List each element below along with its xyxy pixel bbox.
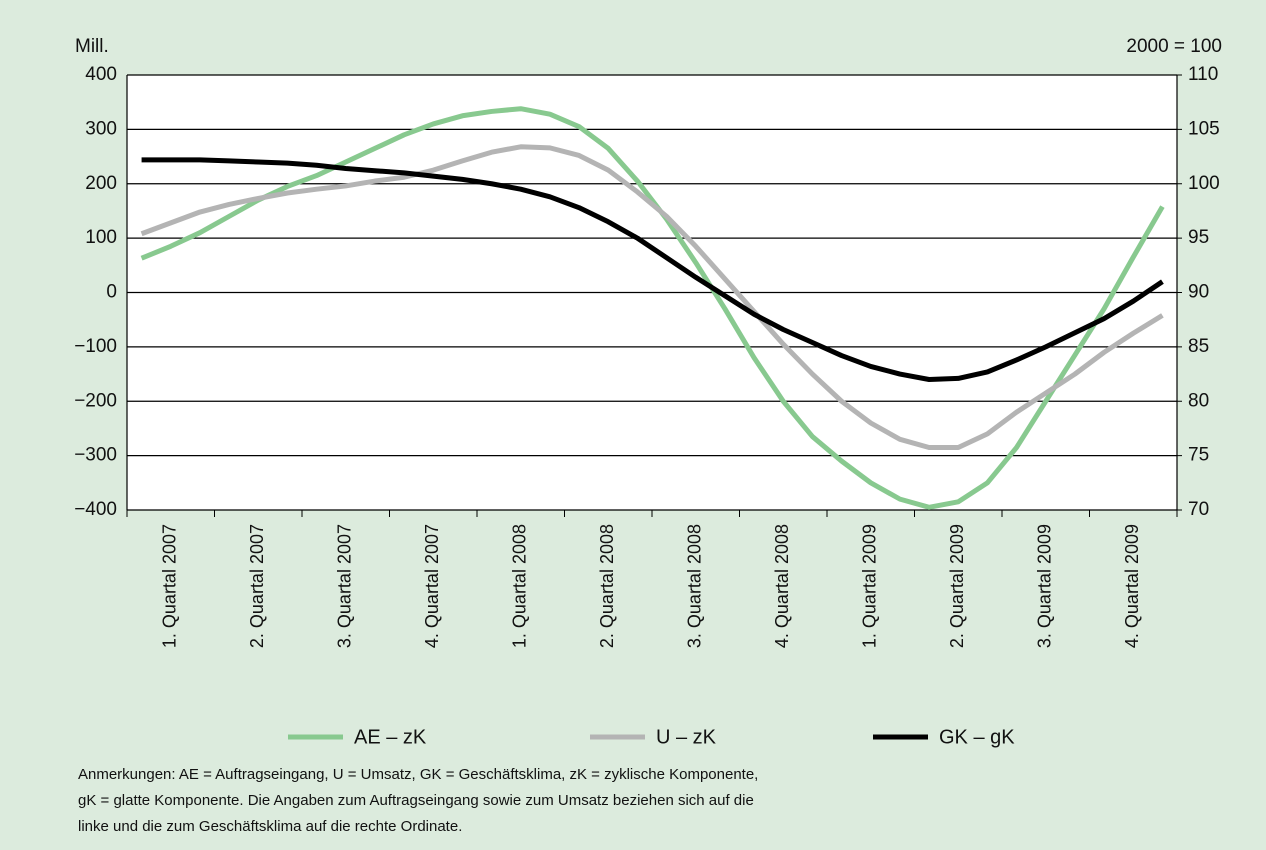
note-line: linke und die zum Geschäftsklima auf die… [78,818,462,835]
x-tick-label: 1. Quartal 2008 [510,524,530,648]
y2-tick-label: 95 [1188,227,1209,248]
y-axis-unit: Mill. [75,36,109,57]
x-tick-label: 1. Quartal 2007 [160,524,180,648]
y-tick-label: 300 [85,118,117,139]
y-tick-label: 100 [85,227,117,248]
x-tick-label: 4. Quartal 2008 [772,524,792,648]
x-tick-label: 2. Quartal 2008 [597,524,617,648]
x-tick-label: 2. Quartal 2009 [947,524,967,648]
x-tick-label: 1. Quartal 2009 [860,524,880,648]
y-tick-label: 400 [85,64,117,85]
y-tick-label: 200 [85,173,117,194]
note-line: gK = glatte Komponente. Die Angaben zum … [78,792,754,809]
series-line [140,144,1164,450]
y-tick-label: 0 [106,282,117,303]
y2-tick-label: 90 [1188,282,1209,303]
y2-tick-label: 70 [1188,499,1209,520]
x-tick-label: 2. Quartal 2007 [247,524,267,648]
x-tick-label: 3. Quartal 2009 [1035,524,1055,648]
note-line: Anmerkungen: AE = Auftragseingang, U = U… [78,766,758,783]
y-tick-label: −300 [74,445,117,466]
y2-tick-label: 75 [1188,445,1209,466]
legend-label: U – zK [656,726,717,748]
y2-tick-label: 100 [1188,173,1220,194]
series-line [140,106,1165,510]
y2-tick-label: 85 [1188,336,1209,357]
y2-tick-label: 105 [1188,118,1220,139]
x-tick-label: 3. Quartal 2007 [335,524,355,648]
x-tick-label: 4. Quartal 2009 [1122,524,1142,648]
x-tick-label: 4. Quartal 2007 [422,524,442,648]
y2-tick-label: 80 [1188,390,1209,411]
series-line [141,157,1164,382]
legend-label: AE – zK [354,726,427,748]
y2-axis-unit: 2000 = 100 [1126,36,1222,57]
y2-tick-label: 110 [1188,64,1218,85]
y-tick-label: −200 [74,390,117,411]
y-tick-label: −100 [74,336,117,357]
y-tick-label: −400 [74,499,117,520]
x-tick-label: 3. Quartal 2008 [685,524,705,648]
legend-label: GK – gK [939,726,1015,748]
